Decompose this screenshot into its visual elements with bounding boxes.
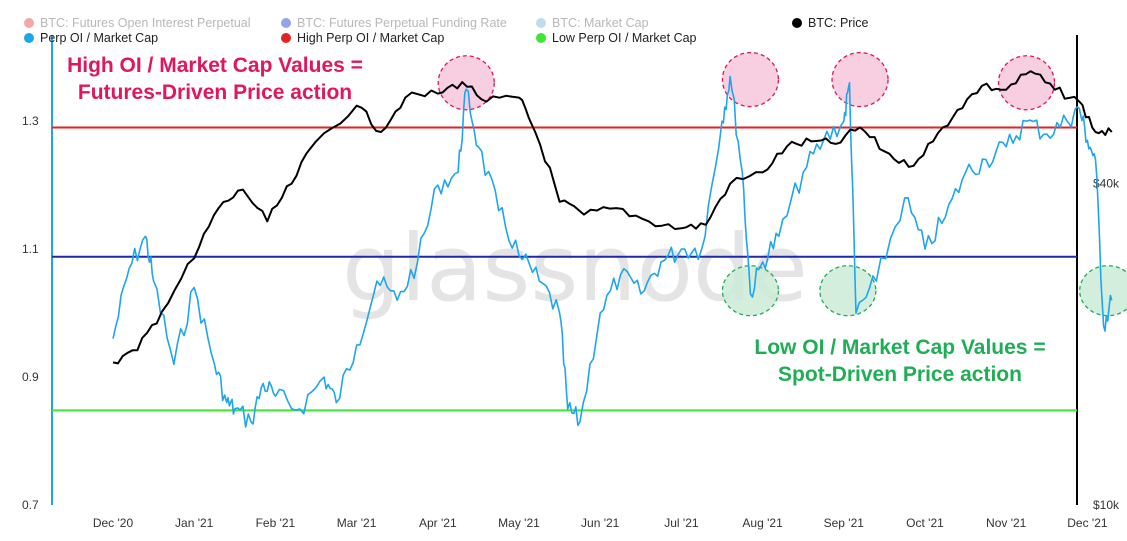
- legend-label: BTC: Futures Open Interest Perpetual: [40, 16, 251, 30]
- x-tick-label: Dec '21: [1067, 516, 1108, 530]
- legend-label: BTC: Price: [808, 16, 869, 30]
- legend-item[interactable]: BTC: Futures Perpetual Funding Rate: [281, 16, 507, 30]
- y-left-tick-label: 1.1: [22, 242, 39, 256]
- legend-label: Low Perp OI / Market Cap: [552, 31, 697, 45]
- legend-dot-icon: [536, 33, 546, 43]
- legend-item[interactable]: BTC: Price: [792, 16, 868, 30]
- low-value-circle: [819, 265, 877, 317]
- legend-label: High Perp OI / Market Cap: [297, 31, 445, 45]
- x-tick-label: Mar '21: [337, 516, 377, 530]
- x-tick-label: May '21: [498, 516, 540, 530]
- x-tick-label: Aug '21: [742, 516, 783, 530]
- legend-label: BTC: Futures Perpetual Funding Rate: [297, 16, 507, 30]
- legend-dot-icon: [792, 18, 802, 28]
- x-tick-label: Jul '21: [664, 516, 699, 530]
- high-oi-annotation: High OI / Market Cap Values = Futures-Dr…: [50, 52, 380, 106]
- legend-item[interactable]: BTC: Futures Open Interest Perpetual: [24, 16, 251, 30]
- x-tick-label: Sep '21: [824, 516, 865, 530]
- low-annotation-line2: Spot-Driven Price action: [778, 363, 1022, 386]
- legend-item[interactable]: BTC: Market Cap: [536, 16, 649, 30]
- y-left-tick-label: 1.3: [22, 114, 39, 128]
- low-value-circle: [1079, 265, 1127, 317]
- legend-item[interactable]: Low Perp OI / Market Cap: [536, 31, 697, 45]
- y-right-tick-label: $40k: [1093, 177, 1120, 191]
- low-oi-annotation: Low OI / Market Cap Values = Spot-Driven…: [730, 334, 1070, 388]
- x-tick-label: Oct '21: [906, 516, 944, 530]
- legend-dot-icon: [281, 33, 291, 43]
- y-left-tick-label: 0.9: [22, 370, 39, 384]
- series-perp-oi-market-cap: [112, 75, 1113, 428]
- legend-dot-icon: [24, 33, 34, 43]
- x-tick-label: Apr '21: [419, 516, 457, 530]
- legend-dot-icon: [536, 18, 546, 28]
- x-tick-label: Nov '21: [986, 516, 1027, 530]
- x-tick-label: Feb '21: [256, 516, 296, 530]
- high-value-circle: [721, 51, 780, 108]
- legend-item[interactable]: Perp OI / Market Cap: [24, 31, 158, 45]
- y-right-tick-label: $10k: [1093, 498, 1120, 512]
- high-value-circle: [437, 55, 495, 111]
- legend-dot-icon: [24, 18, 34, 28]
- legend-label: Perp OI / Market Cap: [40, 31, 159, 45]
- legend-label: BTC: Market Cap: [552, 16, 649, 30]
- series-btc-price: [112, 70, 1113, 365]
- low-annotation-line1: Low OI / Market Cap Values =: [754, 336, 1046, 359]
- high-value-circle: [831, 51, 889, 108]
- high-annotation-line2: Futures-Driven Price action: [77, 81, 353, 104]
- legend-item[interactable]: High Perp OI / Market Cap: [281, 31, 444, 45]
- high-annotation-line1: High OI / Market Cap Values =: [67, 54, 363, 77]
- high-value-circle: [997, 55, 1056, 111]
- y-left-tick-label: 0.7: [22, 498, 39, 512]
- x-tick-label: Jun '21: [581, 516, 620, 530]
- legend: BTC: Futures Open Interest Perpetual BTC:…: [0, 0, 1127, 50]
- x-tick-label: Dec '20: [93, 516, 134, 530]
- legend-dot-icon: [281, 18, 291, 28]
- x-tick-label: Jan '21: [175, 516, 214, 530]
